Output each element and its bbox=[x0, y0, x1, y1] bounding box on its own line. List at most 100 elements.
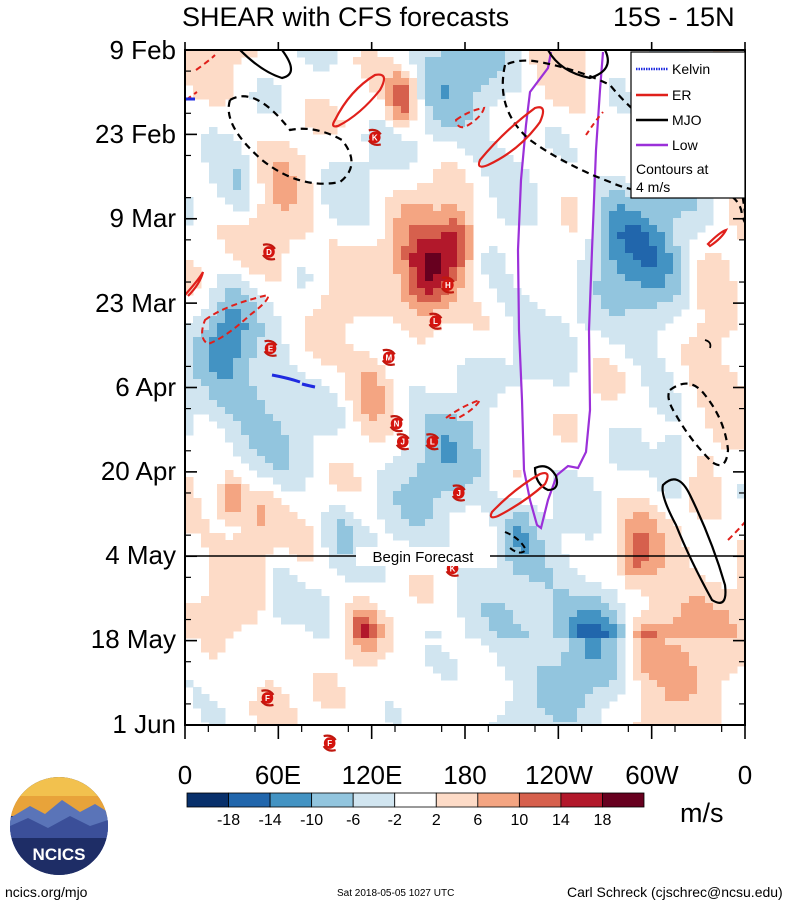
field-cell bbox=[465, 57, 474, 65]
field-cell bbox=[513, 708, 522, 716]
field-cell bbox=[217, 414, 226, 422]
field-cell bbox=[513, 673, 522, 681]
field-cell bbox=[513, 337, 522, 345]
field-cell bbox=[737, 652, 745, 660]
field-cell bbox=[385, 267, 394, 275]
field-cell bbox=[449, 78, 458, 86]
field-cell bbox=[329, 330, 338, 338]
field-cell bbox=[665, 260, 674, 268]
field-cell bbox=[241, 519, 250, 527]
field-cell bbox=[257, 141, 266, 149]
field-cell bbox=[601, 666, 610, 674]
field-cell bbox=[729, 281, 738, 289]
field-cell bbox=[497, 372, 506, 380]
field-cell bbox=[441, 64, 450, 72]
field-cell bbox=[337, 533, 346, 541]
field-cell bbox=[209, 92, 218, 100]
field-cell bbox=[521, 659, 530, 667]
field-cell bbox=[593, 505, 602, 513]
field-cell bbox=[657, 533, 666, 541]
field-cell bbox=[313, 596, 322, 604]
field-cell bbox=[417, 533, 426, 541]
field-cell bbox=[273, 505, 282, 513]
field-cell bbox=[353, 526, 362, 534]
field-cell bbox=[609, 645, 618, 653]
field-cell bbox=[329, 246, 338, 254]
field-cell bbox=[697, 701, 706, 709]
field-cell bbox=[417, 407, 426, 415]
field-cell bbox=[193, 85, 202, 93]
field-cell bbox=[561, 92, 570, 100]
field-cell bbox=[521, 589, 530, 597]
field-cell bbox=[345, 246, 354, 254]
field-cell bbox=[305, 400, 314, 408]
field-cell bbox=[521, 505, 530, 513]
field-cell bbox=[449, 113, 458, 121]
field-cell bbox=[249, 456, 258, 464]
field-cell bbox=[681, 575, 690, 583]
field-cell bbox=[593, 694, 602, 702]
field-cell bbox=[521, 638, 530, 646]
field-cell bbox=[417, 211, 426, 219]
field-cell bbox=[513, 365, 522, 373]
field-cell bbox=[641, 372, 650, 380]
field-cell bbox=[593, 190, 602, 198]
field-cell bbox=[633, 519, 642, 527]
field-cell bbox=[241, 554, 250, 562]
field-cell bbox=[593, 246, 602, 254]
field-cell bbox=[225, 57, 234, 65]
field-cell bbox=[441, 393, 450, 401]
field-cell bbox=[377, 309, 386, 317]
field-cell bbox=[297, 533, 306, 541]
field-cell bbox=[673, 288, 682, 296]
field-cell bbox=[641, 302, 650, 310]
field-cell bbox=[417, 491, 426, 499]
field-cell bbox=[393, 302, 402, 310]
field-cell bbox=[233, 155, 242, 163]
field-cell bbox=[465, 603, 474, 611]
field-cell bbox=[417, 484, 426, 492]
field-cell bbox=[649, 351, 658, 359]
field-cell bbox=[521, 183, 530, 191]
field-cell bbox=[625, 281, 634, 289]
field-cell bbox=[697, 638, 706, 646]
field-cell bbox=[489, 85, 498, 93]
field-cell bbox=[217, 225, 226, 233]
field-cell bbox=[617, 463, 626, 471]
field-cell bbox=[633, 568, 642, 576]
field-cell bbox=[369, 260, 378, 268]
field-cell bbox=[241, 456, 250, 464]
field-cell bbox=[441, 533, 450, 541]
field-cell bbox=[425, 533, 434, 541]
field-cell bbox=[281, 708, 290, 716]
field-cell bbox=[273, 519, 282, 527]
mjo-contour bbox=[704, 339, 712, 349]
field-cell bbox=[705, 596, 714, 604]
field-cell bbox=[473, 309, 482, 317]
field-cell bbox=[609, 379, 618, 387]
field-cell bbox=[593, 631, 602, 639]
field-cell bbox=[673, 645, 682, 653]
field-cell bbox=[737, 218, 745, 226]
field-cell bbox=[297, 477, 306, 485]
field-cell bbox=[265, 428, 274, 436]
field-cell bbox=[497, 379, 506, 387]
field-cell bbox=[393, 477, 402, 485]
field-cell bbox=[665, 288, 674, 296]
field-cell bbox=[313, 309, 322, 317]
field-cell bbox=[649, 372, 658, 380]
field-cell bbox=[513, 470, 522, 478]
storm-marker: D bbox=[262, 243, 276, 261]
field-cell bbox=[545, 715, 554, 723]
field-cell bbox=[585, 659, 594, 667]
field-cell bbox=[361, 351, 370, 359]
field-cell bbox=[617, 232, 626, 240]
field-cell bbox=[273, 155, 282, 163]
field-cell bbox=[689, 197, 698, 205]
field-cell bbox=[601, 239, 610, 247]
field-cell bbox=[713, 309, 722, 317]
field-cell bbox=[537, 358, 546, 366]
field-cell bbox=[313, 386, 322, 394]
field-cell bbox=[713, 281, 722, 289]
field-cell bbox=[673, 456, 682, 464]
